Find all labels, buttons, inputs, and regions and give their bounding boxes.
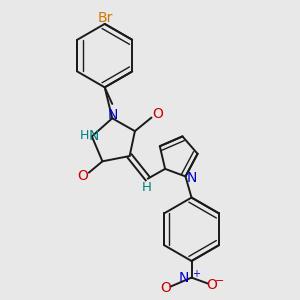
Text: H: H [142, 181, 152, 194]
Text: −: − [215, 276, 224, 286]
Text: N: N [186, 171, 197, 185]
Text: H: H [80, 129, 89, 142]
Text: N: N [88, 129, 99, 143]
Text: N: N [108, 107, 118, 122]
Text: O: O [206, 278, 217, 292]
Text: +: + [192, 269, 200, 279]
Text: N: N [178, 271, 188, 285]
Text: O: O [152, 107, 163, 121]
Text: Br: Br [98, 11, 113, 25]
Text: O: O [160, 281, 171, 295]
Text: O: O [77, 169, 88, 183]
